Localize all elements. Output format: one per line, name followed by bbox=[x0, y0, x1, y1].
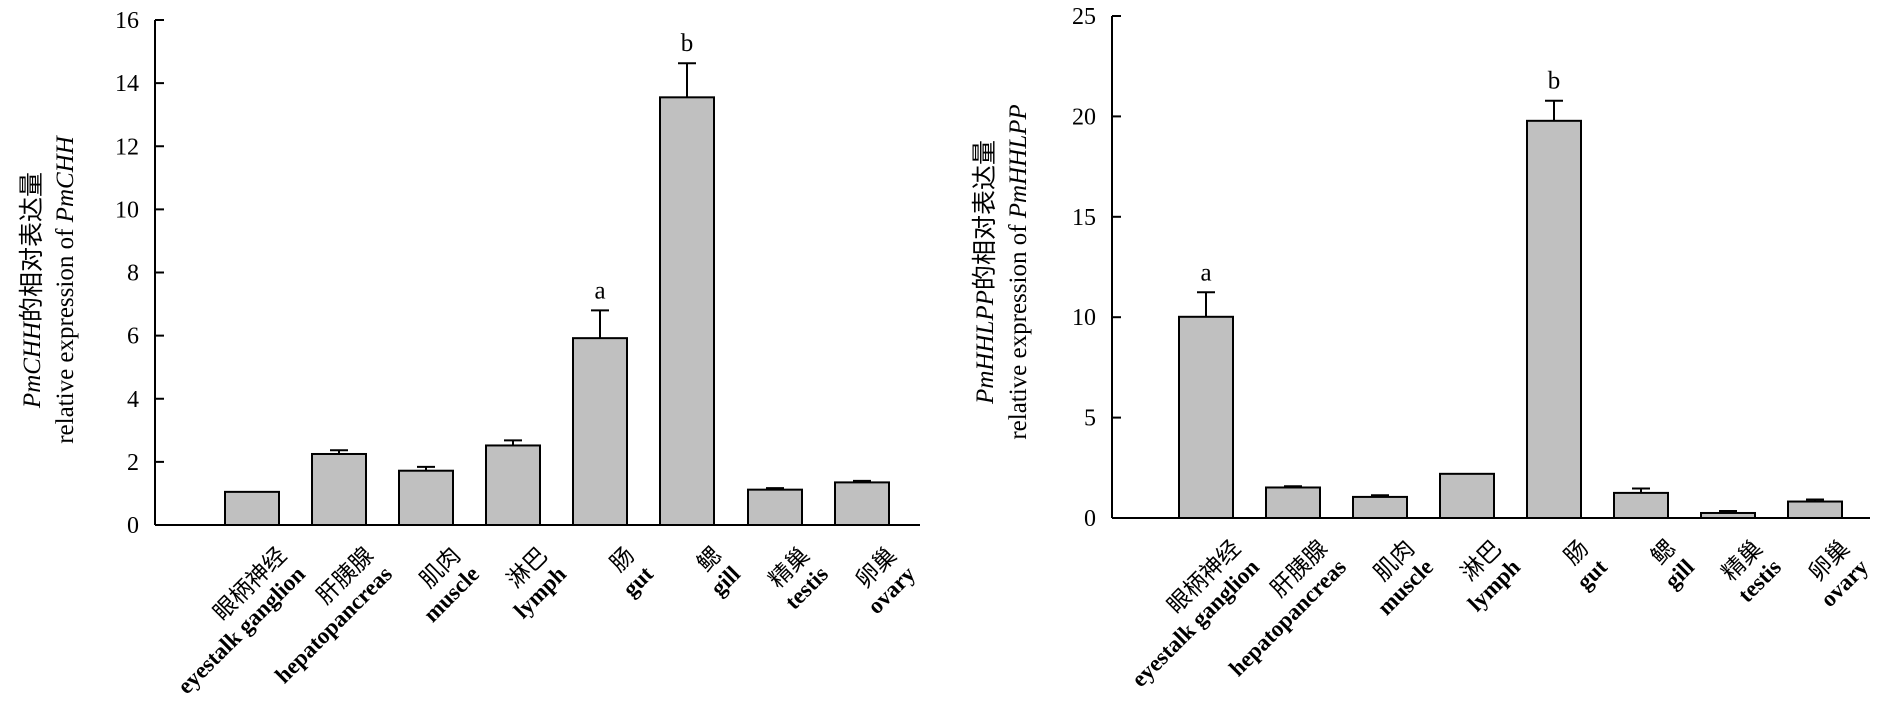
bar-testis bbox=[747, 488, 803, 526]
y-axis-title-line2-part-0: relative expression of bbox=[1005, 218, 1032, 439]
bar-lymph bbox=[1439, 472, 1495, 520]
y-tick-label: 2 bbox=[127, 450, 139, 476]
category-label: 卵巢ovary bbox=[844, 542, 920, 618]
y-axis-title-line1-part-2: 的相对表达量 bbox=[18, 172, 46, 322]
significance-label: b bbox=[681, 30, 694, 57]
bar-gill bbox=[1613, 491, 1669, 519]
y-axis-title-line1-part-2: 的相对表达量 bbox=[971, 140, 999, 290]
bar-ovary bbox=[834, 481, 890, 526]
bar-hepatopancreas bbox=[1265, 486, 1321, 519]
bar-ovary bbox=[1787, 500, 1843, 519]
bar-muscle bbox=[398, 469, 454, 526]
category-label: 精巢testis bbox=[761, 543, 833, 615]
y-tick-label: 12 bbox=[115, 134, 139, 160]
y-axis-title-line1-part-1: PmHHLPP bbox=[972, 290, 999, 405]
bar-testis bbox=[1700, 511, 1756, 519]
bar-eyestalk-ganglion bbox=[224, 490, 280, 526]
category-label: 淋巴lymph bbox=[490, 542, 571, 623]
y-axis-title-line2-part-1: PmHHLPP bbox=[1005, 104, 1032, 219]
category-label: 肠gut bbox=[599, 542, 658, 601]
bar-lymph bbox=[485, 444, 541, 526]
category-label: 肌肉muscle bbox=[1354, 536, 1438, 620]
y-tick-label: 25 bbox=[1072, 4, 1096, 30]
y-tick-label: 10 bbox=[115, 197, 139, 223]
y-tick-label: 4 bbox=[127, 387, 139, 413]
y-tick-label: 0 bbox=[127, 513, 139, 539]
chart-1: 0 2 4 6 8 10 12 14 16 PmCHH的相对表达量 relative express… bbox=[18, 8, 920, 699]
y-tick-label: 10 bbox=[1072, 305, 1096, 331]
bar-gill bbox=[659, 96, 715, 526]
category-label: 鳃gill bbox=[687, 543, 745, 601]
y-tick-label: 8 bbox=[127, 261, 139, 287]
category-label: 肠gut bbox=[1553, 535, 1612, 594]
significance-label: a bbox=[594, 277, 605, 304]
bar-muscle bbox=[1352, 495, 1408, 519]
y-tick-label: 0 bbox=[1084, 506, 1096, 532]
category-label: 肌肉muscle bbox=[400, 543, 484, 627]
y-tick-label: 20 bbox=[1072, 104, 1096, 130]
y-axis-title-line2: relative expression of PmCHH bbox=[52, 134, 79, 444]
category-label: 卵巢ovary bbox=[1797, 535, 1873, 611]
category-label: 淋巴lymph bbox=[1444, 535, 1525, 616]
bar-gut bbox=[572, 337, 628, 526]
y-axis-title-line1-part-1: PmCHH bbox=[19, 320, 46, 409]
bar-gut bbox=[1526, 119, 1582, 519]
y-axis-title-line2-part-1: PmCHH bbox=[52, 134, 79, 223]
y-axis-title-line2: relative expression of PmHHLPP bbox=[1005, 104, 1032, 439]
y-tick-label: 5 bbox=[1084, 406, 1096, 432]
significance-label: a bbox=[1200, 259, 1211, 286]
y-axis-title-line1: PmHHLPP的相对表达量 bbox=[971, 140, 999, 405]
y-tick-label: 6 bbox=[127, 324, 139, 350]
y-tick-label: 15 bbox=[1072, 205, 1096, 231]
category-label: 鳃gill bbox=[1641, 536, 1699, 594]
y-axis-title-line2-part-0: relative expression of bbox=[52, 222, 79, 443]
bar-eyestalk-ganglion bbox=[1178, 315, 1234, 519]
bar-hepatopancreas bbox=[311, 452, 367, 526]
significance-label: b bbox=[1548, 68, 1561, 95]
y-axis-title-line1: PmCHH的相对表达量 bbox=[18, 172, 46, 409]
y-tick-label: 14 bbox=[115, 71, 139, 97]
y-tick-label: 16 bbox=[115, 8, 139, 34]
category-label: 精巢testis bbox=[1714, 536, 1786, 608]
